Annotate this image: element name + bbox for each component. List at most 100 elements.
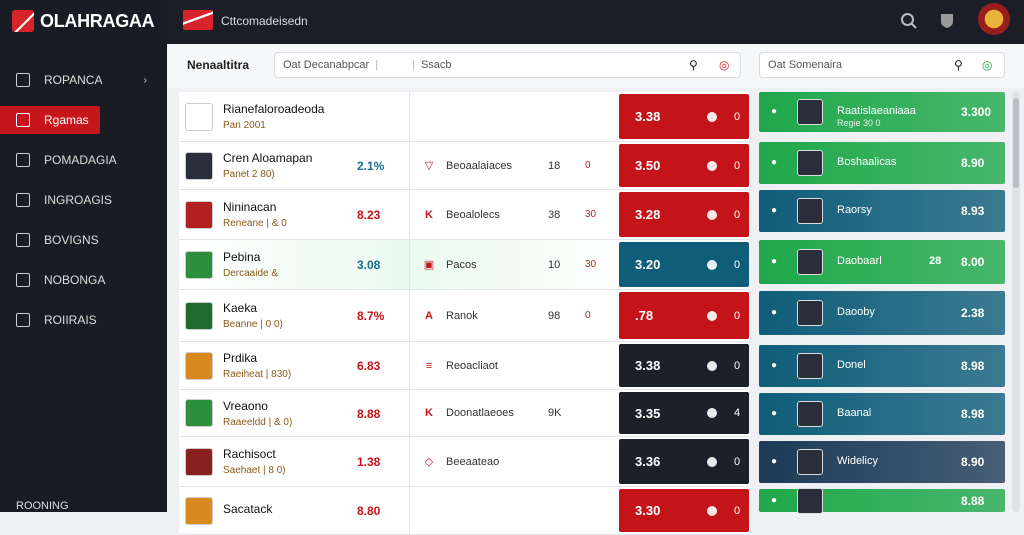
- search-input-secondary[interactable]: Oat Somenaira ⚲ ◎: [759, 52, 1005, 78]
- app-logo[interactable]: OLAHRAGAA: [12, 10, 155, 32]
- side-odd-value[interactable]: 8.93: [961, 204, 985, 218]
- price-button[interactable]: 3.50 0: [619, 144, 749, 187]
- market-cell[interactable]: ▽ Beoaalaiaces 18 0: [409, 142, 618, 189]
- search-icon[interactable]: ⚲: [689, 58, 698, 72]
- side-odds-row[interactable]: ● Daooby 2.38: [759, 291, 1005, 335]
- market-cell[interactable]: ◇ Beeaateao: [409, 437, 618, 486]
- market-cell[interactable]: [409, 487, 618, 534]
- table-row[interactable]: Prdika Raeiheat | 830) 6.83 ≡ Reoacliaot 3.38…: [179, 342, 749, 390]
- market-value: 38: [548, 208, 561, 221]
- odd-value[interactable]: 8.88: [357, 406, 381, 421]
- price-button[interactable]: 3.28 0: [619, 192, 749, 237]
- table-row[interactable]: Nininacan Reneane | & 0 8.23 K Beoalolecs 38 3…: [179, 190, 749, 240]
- price-button[interactable]: 3.36 0: [619, 439, 749, 484]
- clear-icon[interactable]: ◎: [719, 58, 730, 72]
- odd-value[interactable]: 6.83: [357, 359, 381, 373]
- flag-icon: ●: [770, 256, 778, 267]
- search-icon[interactable]: ⚲: [954, 58, 963, 72]
- flag-icon: ●: [770, 106, 778, 117]
- side-odds-row[interactable]: ● Donel 8.98: [759, 345, 1005, 387]
- side-odds-row[interactable]: ● Daobaarl 28 8.00: [759, 240, 1005, 284]
- side-odds-row[interactable]: ● Raorsy 8.93: [759, 190, 1005, 232]
- table-row[interactable]: Kaeka Beanne | 0 0) 8.7% A Ranok 98 0 .78 0: [179, 290, 749, 342]
- side-team-name: Raatislaeaniaaa: [837, 105, 916, 117]
- table-row[interactable]: Cren Aloamapan Panet 2 80) 2.1% ▽ Beoaalaiac…: [179, 142, 749, 190]
- team-sub: Raaeeldd | & 0): [223, 416, 293, 428]
- market-value-2: 0: [585, 310, 591, 321]
- side-odds-row[interactable]: ● Baanal 8.98: [759, 393, 1005, 435]
- odd-value[interactable]: 1.38: [357, 455, 381, 469]
- team-sub: Dercaaide &: [223, 268, 279, 279]
- table-row[interactable]: Sacatack 8.80 3.30 0: [179, 487, 749, 535]
- sidebar-item-2[interactable]: POMADAGIA: [0, 140, 167, 180]
- market-cell[interactable]: K Beoalolecs 38 30: [409, 190, 618, 239]
- table-row[interactable]: Rachisoct Saehaet | 8 0) 1.38 ◇ Beeaateao 3.3…: [179, 437, 749, 487]
- team-crest-icon: [185, 351, 213, 380]
- sidebar-item-0[interactable]: ROPANCA ›: [0, 60, 167, 100]
- doc-icon: [16, 313, 30, 327]
- sidebar-item-3[interactable]: INGROAGIS: [0, 180, 167, 220]
- sidebar-item-1[interactable]: Rgamas: [0, 106, 100, 134]
- market-cell[interactable]: [409, 92, 618, 141]
- price-aux: 0: [734, 455, 741, 468]
- side-odds-row[interactable]: ● 8.88: [759, 487, 1005, 514]
- chevron-right-icon[interactable]: ›: [143, 74, 147, 86]
- odd-value[interactable]: 8.23: [357, 208, 381, 222]
- table-row[interactable]: Vreaono Raaeeldd | & 0) 8.88 K Doonatlaeoes 9…: [179, 390, 749, 437]
- price-button[interactable]: 3.35 4: [619, 392, 749, 434]
- team-crest-icon: [797, 99, 823, 125]
- sidebar-item-6[interactable]: ROIIRAIS: [0, 300, 167, 340]
- price-button[interactable]: 3.30 0: [619, 489, 749, 532]
- side-odd-value[interactable]: 2.38: [961, 306, 985, 320]
- market-cell[interactable]: K Doonatlaeoes 9K: [409, 390, 618, 436]
- price-button[interactable]: 3.38 0: [619, 94, 749, 139]
- side-odd-value[interactable]: 8.90: [961, 156, 985, 170]
- sidebar-item-5[interactable]: NOBONGA: [0, 260, 167, 300]
- side-odd-value[interactable]: 8.98: [961, 407, 985, 421]
- scrollbar[interactable]: [1012, 92, 1020, 512]
- odd-value[interactable]: 8.80: [357, 504, 381, 518]
- market-name: Beeaateao: [446, 455, 500, 468]
- indicator-icon: [707, 310, 717, 321]
- table-row[interactable]: Rianefaloroadeoda Pan 2001 3.38 0: [179, 92, 749, 142]
- calendar-icon: [16, 273, 30, 287]
- price-button[interactable]: 3.38 0: [619, 344, 749, 387]
- team-cell: Rianefaloroadeoda Pan 2001: [179, 92, 408, 141]
- market-icon: ▣: [423, 258, 435, 271]
- search-input-main[interactable]: Oat Decanabpcar | | Ssacb ⚲ ◎: [274, 52, 741, 78]
- team-name: Pebina: [223, 250, 261, 264]
- team-name: Rachisoct: [223, 447, 276, 461]
- shield-icon[interactable]: [938, 12, 956, 30]
- price-button[interactable]: 3.20 0: [619, 242, 749, 287]
- side-odds-row[interactable]: ● Widelicy 8.90: [759, 441, 1005, 483]
- side-odd-value[interactable]: 3.300: [961, 105, 992, 119]
- side-odd-value[interactable]: 8.00: [961, 255, 985, 269]
- home-icon: [16, 73, 30, 87]
- odd-value[interactable]: 8.7%: [357, 309, 385, 323]
- flag-icon: ●: [770, 456, 778, 467]
- odd-value[interactable]: 2.1%: [357, 159, 385, 173]
- market-cell[interactable]: ≡ Reoacliaot: [409, 342, 618, 389]
- market-cell[interactable]: A Ranok 98 0: [409, 290, 618, 341]
- sidebar-item-label: BOVIGNS: [44, 233, 99, 247]
- side-odd-value[interactable]: 8.98: [961, 359, 985, 373]
- side-odds-row[interactable]: ● Boshaalicas 8.90: [759, 142, 1005, 184]
- side-odd-value[interactable]: 8.88: [961, 493, 985, 508]
- indicator-icon: [707, 160, 717, 171]
- side-odds-row[interactable]: ● Raatislaeaniaaa Regie 30 0 3.300: [759, 92, 1005, 132]
- search-icon[interactable]: [900, 12, 918, 30]
- market-value: 98: [548, 309, 561, 322]
- refresh-icon[interactable]: ◎: [982, 58, 993, 72]
- price-button[interactable]: .78 0: [619, 292, 749, 339]
- scrollbar-thumb[interactable]: [1013, 98, 1019, 188]
- team-crest-icon: [797, 401, 823, 427]
- price-value: 3.50: [635, 158, 661, 173]
- table-row[interactable]: Pebina Dercaaide & 3.08 ▣ Pacos 10 30 3.20 0: [179, 240, 749, 290]
- sidebar-bottom-item[interactable]: ROONING: [16, 500, 69, 512]
- indicator-icon: [707, 111, 717, 122]
- sidebar-item-4[interactable]: BOVIGNS: [0, 220, 167, 260]
- odd-value[interactable]: 3.08: [357, 258, 381, 272]
- market-cell[interactable]: ▣ Pacos 10 30: [409, 240, 618, 289]
- side-odd-value[interactable]: 8.90: [961, 455, 985, 469]
- avatar[interactable]: [978, 3, 1010, 35]
